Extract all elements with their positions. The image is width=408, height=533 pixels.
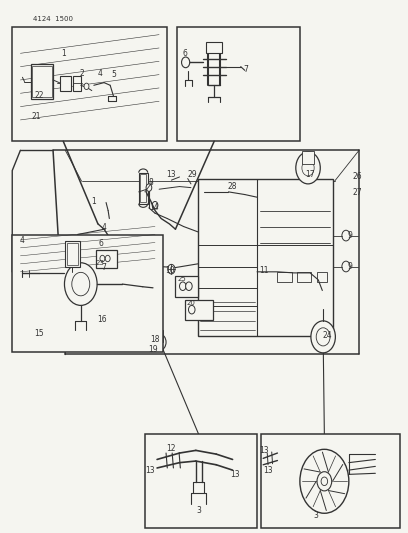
Circle shape [154, 334, 166, 350]
Text: 21: 21 [32, 112, 42, 120]
Bar [297, 272, 311, 282]
Text: 27: 27 [352, 189, 362, 197]
Text: 12: 12 [166, 445, 175, 453]
Circle shape [182, 57, 190, 68]
Circle shape [188, 305, 195, 314]
Circle shape [64, 263, 97, 305]
Bar [139, 173, 148, 204]
Circle shape [300, 449, 349, 513]
Circle shape [168, 264, 175, 274]
Bar [140, 174, 146, 202]
Text: 3: 3 [314, 511, 319, 520]
Bar [96, 250, 117, 268]
Text: 4: 4 [102, 223, 107, 232]
Text: 1: 1 [91, 197, 96, 206]
Bar [261, 434, 400, 528]
Text: 20: 20 [187, 300, 196, 306]
Text: 13: 13 [230, 470, 239, 479]
Bar [73, 76, 81, 91]
Circle shape [302, 160, 314, 176]
Circle shape [113, 239, 119, 246]
Circle shape [113, 262, 120, 271]
Text: 13: 13 [166, 171, 176, 179]
Text: 7: 7 [102, 263, 106, 272]
Text: 24: 24 [323, 332, 333, 340]
Text: 13: 13 [145, 466, 155, 474]
Bar [31, 64, 53, 99]
Bar [277, 272, 292, 282]
Text: 26: 26 [352, 173, 362, 181]
Circle shape [296, 152, 320, 184]
Text: 28: 28 [228, 182, 237, 191]
Text: 7: 7 [244, 65, 248, 74]
Circle shape [321, 477, 328, 486]
Bar [157, 330, 163, 342]
Text: 5: 5 [111, 70, 116, 79]
Bar [198, 179, 333, 336]
Text: 4124  1500: 4124 1500 [33, 15, 73, 22]
Circle shape [100, 255, 105, 262]
Circle shape [113, 252, 119, 260]
Bar [12, 235, 163, 352]
Bar [65, 241, 80, 266]
Circle shape [105, 255, 110, 262]
Text: 29: 29 [188, 171, 197, 179]
Text: 13: 13 [259, 446, 269, 455]
Text: 19: 19 [148, 345, 158, 353]
Circle shape [152, 201, 158, 209]
Circle shape [146, 184, 152, 191]
Circle shape [72, 272, 90, 296]
Text: 13: 13 [264, 466, 273, 474]
Text: 14: 14 [149, 204, 159, 212]
Circle shape [180, 282, 186, 290]
Bar [206, 42, 222, 53]
Circle shape [342, 261, 350, 272]
Text: 9: 9 [347, 231, 352, 240]
Text: 3: 3 [196, 506, 201, 514]
Bar [302, 151, 314, 164]
Circle shape [316, 328, 330, 346]
Text: 6: 6 [99, 239, 104, 248]
Circle shape [84, 83, 89, 90]
Bar [12, 27, 167, 141]
Bar [185, 300, 213, 320]
Text: 23: 23 [95, 260, 104, 266]
Circle shape [317, 472, 332, 491]
Circle shape [342, 230, 350, 241]
Bar [145, 434, 257, 528]
Text: 8: 8 [149, 178, 153, 187]
Text: 2: 2 [79, 69, 84, 78]
Text: 6: 6 [182, 49, 187, 58]
Bar [177, 27, 300, 141]
Text: 25: 25 [177, 276, 186, 282]
Bar [317, 272, 327, 282]
Text: 18: 18 [150, 335, 160, 344]
Circle shape [186, 282, 192, 290]
Bar [175, 276, 198, 297]
Bar [60, 76, 71, 91]
Text: 11: 11 [259, 266, 269, 274]
Text: 9: 9 [347, 262, 352, 271]
Text: 15: 15 [34, 329, 44, 337]
Bar [67, 243, 78, 265]
Text: 22: 22 [34, 92, 44, 100]
Circle shape [311, 321, 335, 353]
Text: 16: 16 [97, 316, 107, 324]
Text: 1: 1 [61, 49, 66, 58]
Text: 10: 10 [165, 266, 175, 274]
Text: 4: 4 [98, 69, 102, 78]
Text: 17: 17 [305, 171, 315, 179]
Bar [32, 66, 52, 97]
Text: 4: 4 [20, 237, 25, 245]
